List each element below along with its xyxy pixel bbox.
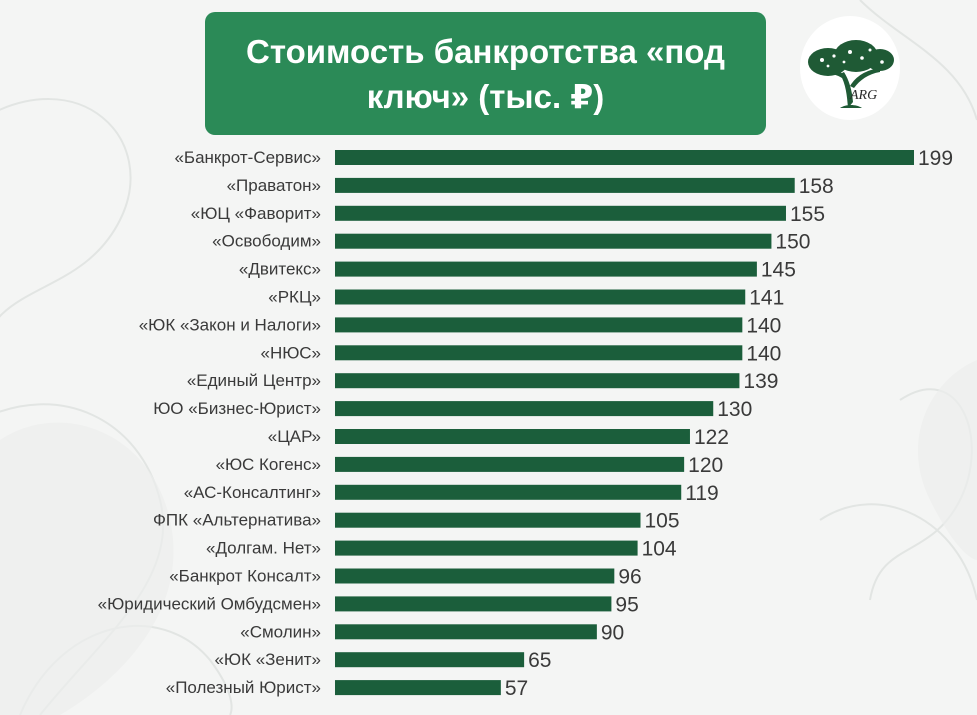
category-label: ФПК «Альтернатива» [153,511,321,530]
chart-title: Стоимость банкротства «под ключ» (тыс. ₽… [246,32,725,115]
value-label: 140 [746,314,781,337]
value-label: 57 [505,677,528,700]
category-label: «РКЦ» [268,288,321,307]
value-label: 141 [749,287,784,310]
category-label: «Единый Центр» [187,371,321,390]
category-label: «Юридический Омбудсмен» [98,594,321,613]
bar [335,317,743,333]
value-label: 140 [746,342,781,365]
value-label: 155 [790,203,825,226]
logo-text: ARG [850,88,878,103]
category-label: «ЮЦ «Фаворит» [191,204,321,223]
bar [335,596,612,612]
bar [335,484,682,500]
bar [335,261,757,277]
bar [335,568,615,584]
bar [335,205,786,221]
bar [335,512,641,528]
title-banner: Стоимость банкротства «под ключ» (тыс. ₽… [205,12,766,135]
category-label: «АС-Консалтинг» [184,483,321,502]
category-label: «ЦАР» [268,427,321,446]
bar-chart: «Банкрот-Сервис» 199 «Праватон» 158 «ЮЦ «Фав… [98,147,953,700]
bar [335,456,685,472]
bar [335,345,743,361]
category-label: «Двитекс» [239,260,321,279]
value-label: 145 [761,259,796,282]
bar [335,177,795,193]
bar [335,233,772,249]
bar [335,373,740,389]
value-label: 199 [918,147,953,170]
category-label: «Праватон» [227,176,321,195]
bar [335,540,638,556]
bar [335,150,914,165]
category-label: «ЮС Когенс» [216,455,321,474]
company-logo: ARG [800,16,900,120]
bar [335,401,714,417]
value-label: 119 [685,482,718,505]
category-label: «Банкрот-Сервис» [174,148,321,167]
category-label: ЮО «Бизнес-Юрист» [153,399,321,418]
tree-logo-icon [808,40,894,108]
value-label: 120 [688,454,723,477]
bar [335,429,690,444]
bar [335,680,501,696]
value-label: 139 [743,370,778,393]
bar [335,652,525,668]
value-label: 95 [615,593,638,616]
category-label: «Освободим» [212,232,321,251]
value-label: 105 [645,510,680,533]
value-label: 122 [694,426,729,449]
value-label: 158 [799,175,834,198]
bar [335,624,597,640]
value-label: 96 [618,566,641,589]
category-label: «Смолин» [240,622,321,641]
bar [335,289,746,305]
category-label: «Банкрот Консалт» [169,567,321,586]
value-label: 130 [717,398,752,421]
category-label: «Долгам. Нет» [206,539,321,558]
category-label: «НЮС» [261,343,321,362]
value-label: 150 [775,231,810,254]
value-label: 90 [601,621,624,644]
value-label: 65 [528,649,551,672]
value-label: 104 [642,538,677,561]
category-label: «Полезный Юрист» [166,678,321,697]
category-label: «ЮК «Закон и Налоги» [139,315,321,334]
category-label: «ЮК «Зенит» [214,650,321,669]
